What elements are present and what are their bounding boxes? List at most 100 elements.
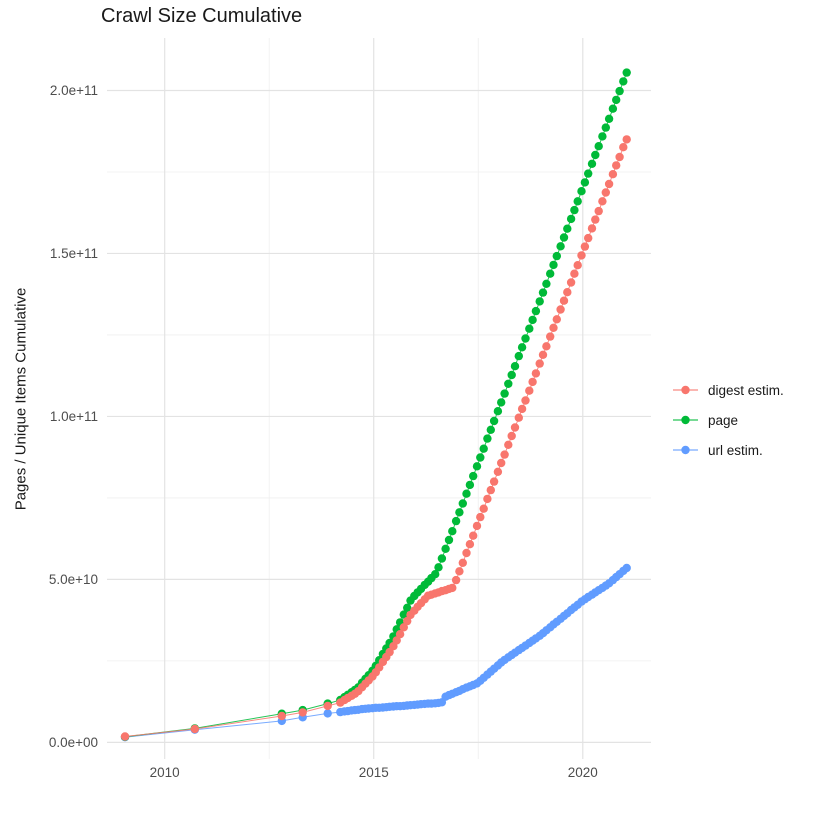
data-point-page bbox=[521, 334, 530, 343]
data-point-page bbox=[612, 95, 621, 105]
data-point-page bbox=[441, 544, 450, 553]
data-point-digest-estim bbox=[591, 215, 600, 224]
data-point-page bbox=[455, 508, 464, 517]
data-point-page bbox=[580, 178, 590, 187]
y-tick-label: 1.0e+11 bbox=[50, 409, 98, 424]
data-point-page bbox=[577, 187, 586, 196]
data-point-page bbox=[598, 132, 607, 141]
data-point-digest-estim bbox=[587, 224, 597, 233]
data-point-page bbox=[493, 407, 503, 416]
data-point-page bbox=[489, 416, 499, 426]
legend-item-digest-estim: digest estim. bbox=[672, 375, 784, 405]
data-point-digest-estim bbox=[455, 567, 464, 576]
data-point-page bbox=[462, 489, 471, 498]
data-point-page bbox=[399, 610, 408, 619]
data-point-page bbox=[504, 379, 513, 388]
data-point-page bbox=[570, 205, 579, 215]
data-point-page bbox=[444, 535, 454, 545]
data-point-page bbox=[556, 242, 565, 251]
data-point-page bbox=[437, 554, 447, 563]
data-point-digest-estim bbox=[323, 701, 332, 711]
data-point-page bbox=[591, 150, 600, 160]
data-point-digest-estim bbox=[563, 288, 572, 297]
x-tick-label: 2010 bbox=[150, 765, 180, 780]
y-tick-label: 5.0e+10 bbox=[49, 572, 98, 587]
data-point-digest-estim bbox=[451, 575, 461, 585]
legend-label-digest-estim: digest estim. bbox=[708, 382, 784, 398]
data-point-digest-estim bbox=[615, 152, 624, 162]
legend-label-url-estim: url estim. bbox=[708, 442, 763, 458]
legend-item-url-estim: url estim. bbox=[672, 435, 784, 465]
data-point-digest-estim bbox=[559, 296, 569, 305]
data-point-url-estim bbox=[622, 563, 631, 573]
data-point-page bbox=[517, 343, 527, 352]
data-point-digest-estim bbox=[190, 724, 199, 734]
data-point-digest-estim bbox=[594, 206, 603, 216]
data-point-digest-estim bbox=[538, 350, 548, 359]
data-point-digest-estim bbox=[573, 261, 582, 270]
data-point-digest-estim bbox=[521, 396, 530, 405]
data-point-digest-estim bbox=[277, 711, 286, 721]
data-point-page bbox=[587, 159, 597, 168]
data-point-digest-estim bbox=[552, 315, 561, 324]
legend-key-digest-estim bbox=[673, 385, 698, 395]
data-point-digest-estim bbox=[546, 332, 555, 341]
data-point-digest-estim bbox=[469, 531, 478, 540]
data-point-digest-estim bbox=[604, 179, 614, 189]
data-point-digest-estim bbox=[584, 233, 593, 243]
data-point-page bbox=[615, 86, 624, 96]
data-point-digest-estim bbox=[476, 512, 485, 522]
data-point-page bbox=[542, 279, 551, 288]
data-point-page bbox=[514, 351, 523, 361]
data-point-page bbox=[622, 68, 631, 77]
data-point-digest-estim bbox=[525, 386, 534, 395]
data-point-page bbox=[538, 288, 548, 297]
series-digest-estim bbox=[120, 135, 631, 741]
data-point-page bbox=[472, 462, 482, 471]
data-point-digest-estim bbox=[531, 369, 541, 378]
data-point-digest-estim bbox=[493, 467, 503, 476]
y-tick-label: 2.0e+11 bbox=[50, 83, 98, 98]
chart-title: Crawl Size Cumulative bbox=[101, 5, 303, 27]
data-point-digest-estim bbox=[504, 440, 513, 449]
data-point-page bbox=[451, 516, 461, 526]
data-point-page bbox=[552, 251, 561, 261]
data-point-page bbox=[507, 370, 516, 380]
data-point-digest-estim bbox=[556, 305, 565, 314]
data-point-digest-estim bbox=[497, 458, 506, 468]
data-point-page bbox=[431, 570, 440, 579]
data-point-digest-estim bbox=[403, 616, 412, 626]
data-point-page bbox=[563, 224, 572, 233]
data-point-page bbox=[458, 499, 467, 508]
data-point-digest-estim bbox=[598, 197, 607, 206]
data-point-digest-estim bbox=[120, 732, 130, 741]
data-point-digest-estim bbox=[486, 485, 495, 495]
data-point-page bbox=[476, 453, 485, 462]
data-point-digest-estim bbox=[489, 477, 499, 486]
data-point-page bbox=[479, 444, 488, 453]
data-point-page bbox=[483, 434, 492, 443]
data-point-page bbox=[448, 527, 457, 536]
data-point-digest-estim bbox=[483, 494, 492, 504]
data-point-digest-estim bbox=[479, 504, 488, 513]
data-point-digest-estim bbox=[395, 630, 405, 639]
legend-key-url-estim bbox=[673, 445, 698, 455]
series-url-estim bbox=[120, 563, 631, 742]
data-point-digest-estim bbox=[601, 188, 610, 197]
legend: digest estim. page url estim. bbox=[672, 375, 784, 465]
data-point-digest-estim bbox=[298, 708, 307, 717]
data-point-url-estim bbox=[323, 709, 332, 718]
data-point-digest-estim bbox=[619, 143, 628, 152]
data-point-digest-estim bbox=[580, 242, 590, 251]
data-point-page bbox=[497, 398, 506, 407]
legend-item-page: page bbox=[672, 405, 784, 435]
data-point-digest-estim bbox=[448, 583, 457, 593]
data-point-page bbox=[486, 425, 495, 434]
data-point-page bbox=[535, 297, 544, 306]
x-tick-label: 2015 bbox=[359, 765, 389, 780]
data-point-page bbox=[604, 114, 614, 124]
y-tick-label: 1.5e+11 bbox=[50, 246, 98, 261]
data-point-digest-estim bbox=[528, 377, 537, 387]
